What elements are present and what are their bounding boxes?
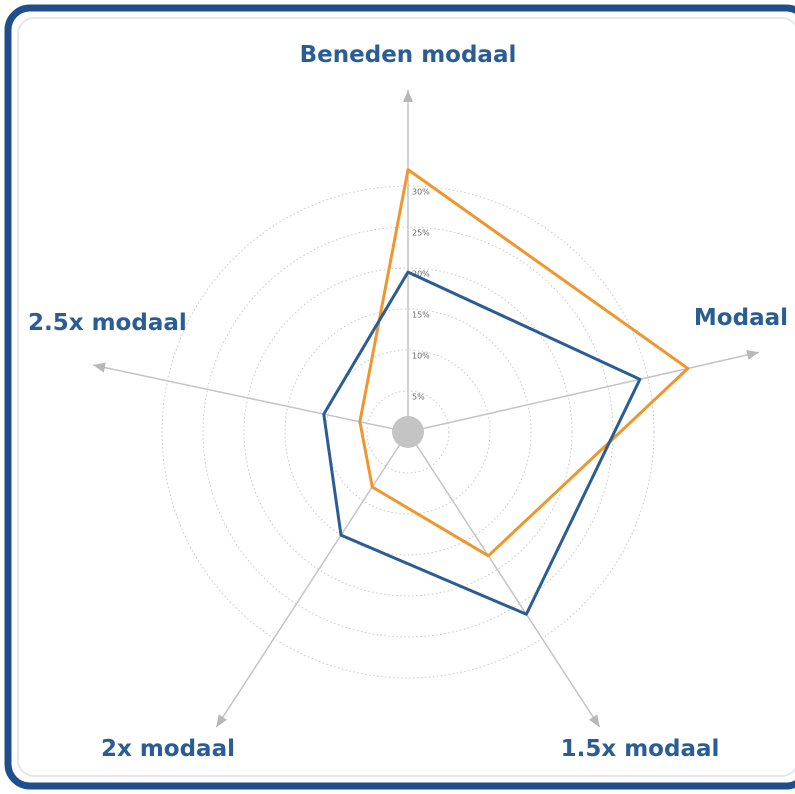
axis-arrow [403, 90, 413, 102]
r-tick-label: 10% [412, 352, 430, 361]
r-tick-label: 30% [412, 188, 430, 197]
axis-line [215, 431, 409, 728]
grid-ring [161, 185, 655, 679]
center-dot [392, 416, 424, 448]
axis-line [407, 351, 760, 433]
category-label: 2x modaal [101, 736, 235, 762]
category-label: Beneden modaal [300, 42, 517, 68]
axis-arrow [216, 714, 228, 728]
grid-ring [284, 308, 532, 556]
axis-arrow [588, 714, 600, 728]
frame [4, 4, 795, 790]
r-tick-label: 20% [412, 270, 430, 279]
series-line [322, 270, 642, 616]
inner-frame [17, 17, 795, 777]
axis-line [92, 364, 409, 433]
axis-arrow [746, 350, 760, 360]
axis-arrow [93, 362, 106, 373]
r-tick-label: 5% [412, 393, 425, 402]
axis-line [407, 431, 601, 728]
r-tick-label: 25% [412, 229, 430, 238]
series-line [358, 168, 690, 558]
category-label: 1.5x modaal [561, 736, 720, 762]
category-label: Modaal [694, 305, 788, 331]
category-label: 2.5x modaal [28, 310, 187, 336]
r-tick-label: 15% [412, 311, 430, 320]
